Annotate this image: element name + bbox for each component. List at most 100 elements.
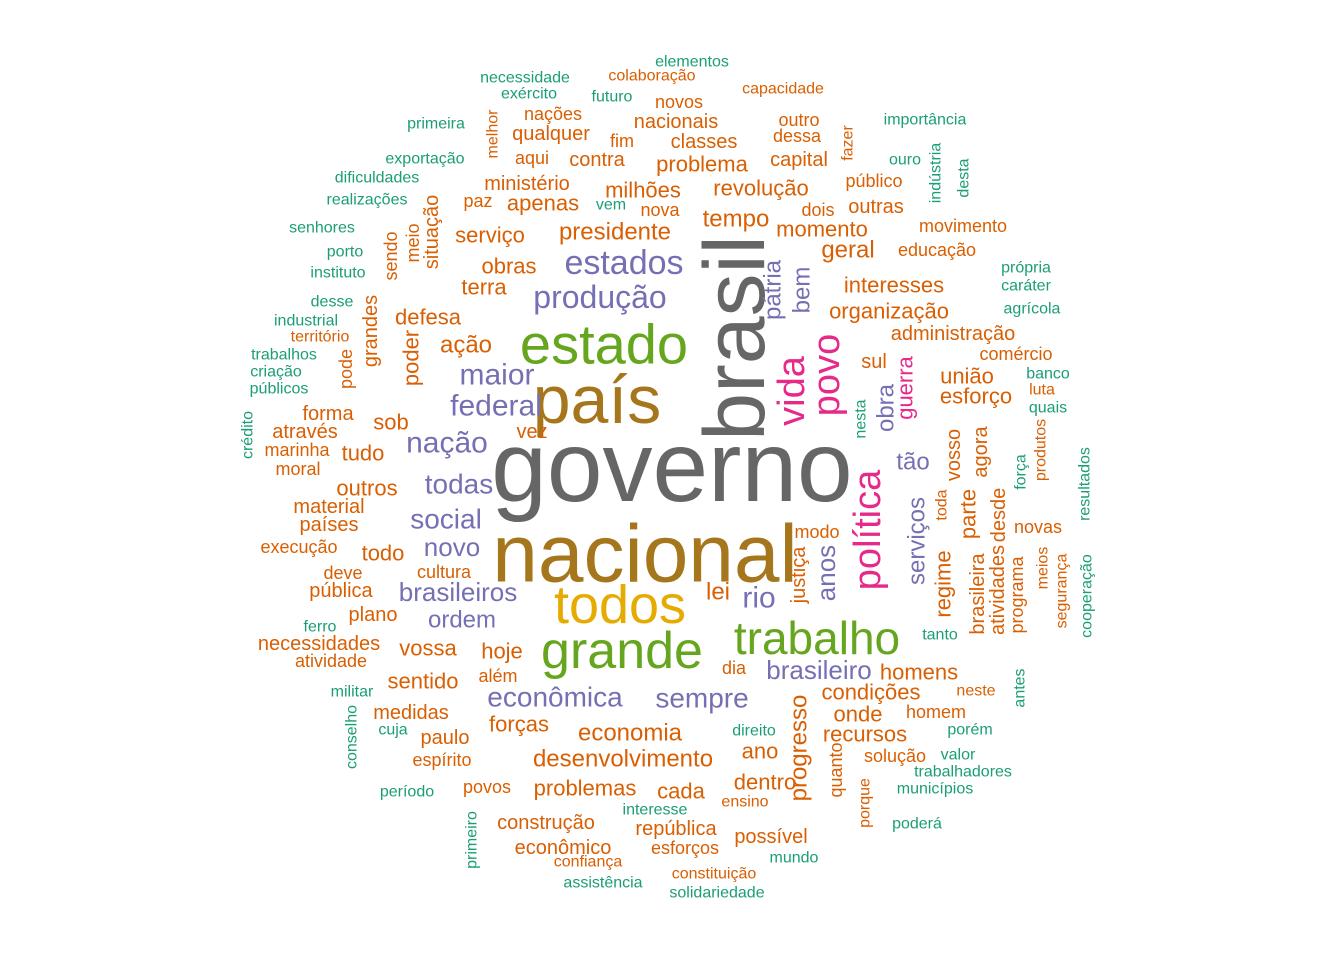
word-onde: onde [834, 702, 883, 727]
word-realizações: realizações [327, 192, 408, 209]
word-possível: possível [734, 826, 807, 848]
word-pode: pode [336, 349, 356, 389]
word-segurança: segurança [1054, 554, 1071, 629]
word-atividades: atividades [987, 545, 1009, 635]
word-ferro: ferro [304, 619, 337, 636]
word-milhões: milhões [605, 178, 681, 203]
word-desenvolvimento: desenvolvimento [533, 746, 713, 773]
word-política: política [847, 469, 889, 590]
word-elementos: elementos [655, 54, 729, 71]
word-vida: vida [771, 355, 813, 426]
word-capital: capital [770, 149, 828, 171]
word-movimento: movimento [919, 216, 1007, 236]
word-necessidade: necessidade [480, 70, 570, 87]
word-comércio: comércio [979, 344, 1052, 364]
word-meios: meios [1035, 547, 1052, 590]
word-porto: porto [327, 244, 364, 261]
word-fazer: fazer [840, 125, 857, 161]
word-poderá: poderá [892, 816, 942, 833]
word-direito: direito [732, 723, 776, 740]
word-forma: forma [302, 403, 354, 425]
word-tanto: tanto [922, 627, 958, 644]
word-nova: nova [640, 200, 680, 220]
word-revolução: revolução [713, 176, 808, 201]
word-homem: homem [906, 702, 966, 722]
word-vez: vez [516, 421, 547, 443]
word-obra: obra [873, 383, 900, 432]
word-caráter: caráter [1001, 278, 1051, 295]
word-vem: vem [596, 197, 626, 214]
word-agora: agora [970, 426, 992, 478]
word-trabalhadores: trabalhadores [914, 764, 1012, 781]
word-público: público [845, 171, 902, 191]
word-banco: banco [1026, 366, 1070, 383]
word-plano: plano [349, 604, 398, 626]
word-brasileira: brasileira [967, 553, 989, 635]
word-economia: economia [578, 720, 683, 747]
word-primeira: primeira [407, 116, 465, 133]
word-primeiro: primeiro [464, 811, 481, 869]
word-bem: bem [789, 267, 816, 314]
word-todas: todas [425, 469, 494, 500]
word-nacionais: nacionais [634, 111, 719, 133]
word-fim: fim [610, 131, 634, 151]
word-homens: homens [880, 660, 958, 685]
word-instituto: instituto [310, 265, 365, 282]
word-material: material [293, 496, 364, 518]
word-trabalho: trabalho [734, 612, 900, 664]
word-outros: outros [336, 476, 397, 501]
word-maior: maior [459, 359, 534, 392]
word-hoje: hoje [481, 639, 523, 664]
word-todos: todos [554, 575, 686, 635]
word-construção: construção [497, 812, 595, 834]
word-outras: outras [848, 196, 904, 218]
word-recursos: recursos [823, 722, 907, 747]
word-econômico: econômico [515, 837, 612, 859]
word-nesta: nesta [853, 399, 870, 438]
word-regime: regime [931, 550, 956, 617]
word-estado: estado [520, 313, 688, 376]
word-parte: parte [956, 489, 981, 539]
word-presidente: presidente [559, 219, 671, 246]
word-quanto: quanto [826, 742, 846, 797]
word-pátria: pátria [760, 259, 787, 320]
word-públicos: públicos [250, 381, 309, 398]
word-cada: cada [657, 779, 705, 804]
word-atividade: atividade [295, 651, 367, 671]
word-além: além [478, 666, 517, 686]
word-ação: ação [440, 332, 492, 359]
word-militar: militar [331, 684, 374, 701]
word-quais: quais [1029, 400, 1067, 417]
word-grande: grande [541, 622, 703, 680]
word-poder: poder [399, 330, 424, 386]
word-situação: situação [421, 195, 443, 270]
word-neste: neste [956, 683, 995, 700]
word-programa: programa [1007, 555, 1027, 633]
word-medidas: medidas [373, 702, 449, 724]
word-desse: desse [311, 294, 354, 311]
word-anos: anos [811, 545, 841, 601]
word-grandes: grandes [360, 295, 382, 367]
word-paulo: paulo [421, 727, 470, 749]
word-classes: classes [671, 131, 738, 153]
word-conselho: conselho [344, 705, 361, 769]
word-sentido: sentido [388, 669, 459, 694]
word-países: países [300, 514, 359, 536]
word-república: república [635, 818, 717, 840]
word-brasileiros: brasileiros [399, 577, 518, 607]
word-interesse: interesse [623, 802, 688, 819]
word-colaboração: colaboração [608, 68, 695, 85]
word-esforço: esforço [940, 384, 1012, 409]
word-povo: povo [806, 334, 848, 416]
word-período: período [380, 784, 434, 801]
word-porém: porém [947, 722, 992, 739]
word-povos: povos [463, 777, 511, 797]
word-governo: governo [491, 411, 852, 523]
word-confiança: confiança [554, 854, 623, 871]
word-ordem: ordem [428, 607, 496, 634]
word-desde: desde [988, 488, 1010, 543]
word-própria: própria [1001, 260, 1051, 277]
word-moral: moral [275, 459, 320, 479]
word-crédito: crédito [240, 411, 257, 459]
